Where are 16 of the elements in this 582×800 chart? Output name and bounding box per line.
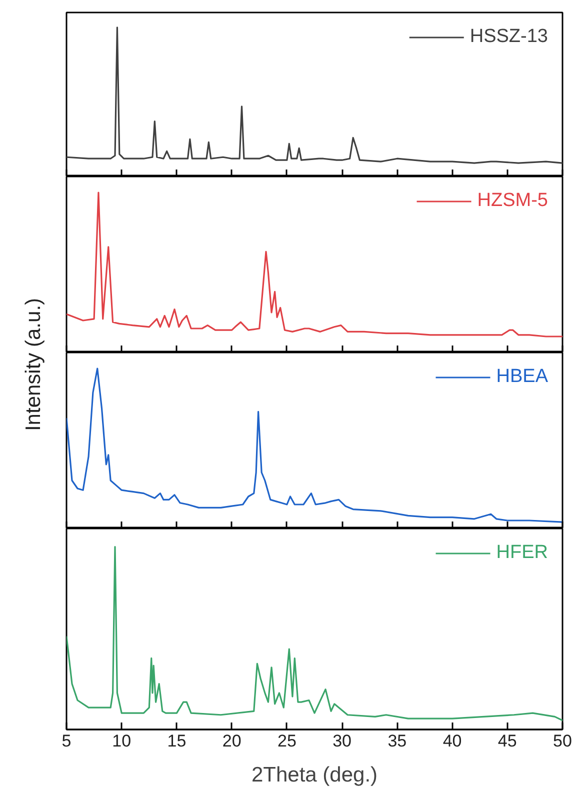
y-axis-title: Intensity (a.u.): [22, 298, 45, 432]
legend-label: HZSM-5: [477, 190, 548, 212]
x-tick-label: 10: [112, 732, 132, 750]
x-tick-label: 25: [277, 732, 296, 750]
legend-label: HSSZ-13: [470, 26, 548, 48]
x-tick-label: 20: [222, 732, 242, 750]
x-tick-label: 45: [498, 732, 517, 750]
legend-label: HFER: [496, 542, 548, 564]
x-tick-label: 35: [388, 732, 407, 750]
x-tick-label: 40: [442, 732, 462, 750]
x-axis-title: 2Theta (deg.): [251, 764, 378, 786]
legend-label: HBEA: [496, 366, 548, 388]
x-tick-label: 30: [332, 732, 352, 750]
x-tick-label: 5: [62, 732, 72, 750]
x-tick-label: 15: [167, 732, 186, 750]
x-tick-label: 50: [553, 732, 572, 750]
